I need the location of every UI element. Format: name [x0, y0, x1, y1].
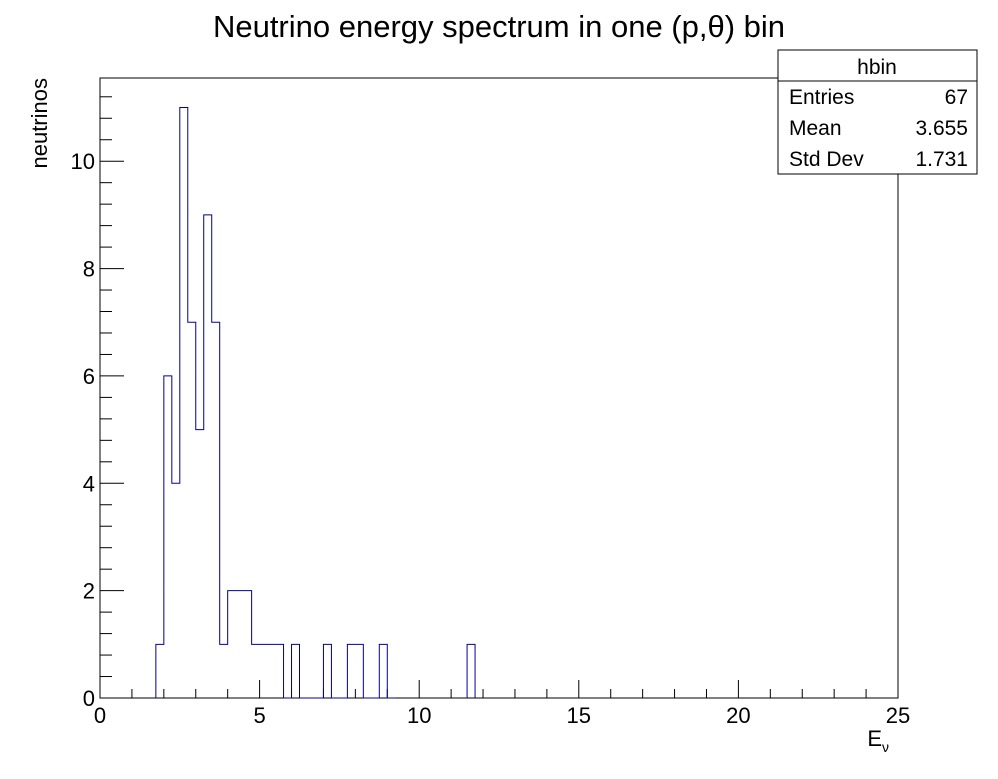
- y-tick-label: 0: [83, 686, 95, 711]
- stats-mean-value: 3.655: [915, 117, 968, 140]
- x-axis-label: Eν: [867, 726, 889, 755]
- x-tick-label: 15: [567, 703, 591, 728]
- stats-box-title: hbin: [857, 56, 897, 79]
- x-tick-label: 5: [253, 703, 265, 728]
- chart-title: Neutrino energy spectrum in one (p,θ) bi…: [213, 9, 785, 44]
- x-tick-label: 20: [726, 703, 750, 728]
- y-tick-label: 6: [83, 364, 95, 389]
- x-tick-label: 0: [94, 703, 106, 728]
- x-tick-label: 25: [886, 703, 910, 728]
- stats-mean-label: Mean: [789, 117, 842, 140]
- y-tick-label: 10: [71, 149, 95, 174]
- y-tick-label: 4: [83, 471, 95, 496]
- y-tick-label: 2: [83, 579, 95, 604]
- plot-frame: [99, 77, 899, 699]
- stats-stddev-label: Std Dev: [789, 148, 864, 171]
- y-axis: 0 2 4 6 8 10: [71, 96, 124, 711]
- x-axis-label-main: E: [867, 726, 882, 751]
- y-axis-label: neutrinos: [27, 78, 52, 169]
- histogram-bins: [155, 107, 476, 699]
- stats-stddev-value: 1.731: [915, 148, 968, 171]
- stats-entries-value: 67: [945, 86, 968, 109]
- x-axis-label-subscript: ν: [882, 739, 889, 755]
- x-axis: 0 5 10 15 20 25: [94, 680, 910, 728]
- stats-entries-label: Entries: [789, 86, 854, 109]
- histogram-outline: [155, 107, 476, 699]
- x-tick-label: 10: [407, 703, 431, 728]
- stats-box-frame: [777, 49, 978, 175]
- stats-box: hbin Entries 67 Mean 3.655 Std Dev 1.731: [777, 49, 978, 175]
- y-tick-label: 8: [83, 257, 95, 282]
